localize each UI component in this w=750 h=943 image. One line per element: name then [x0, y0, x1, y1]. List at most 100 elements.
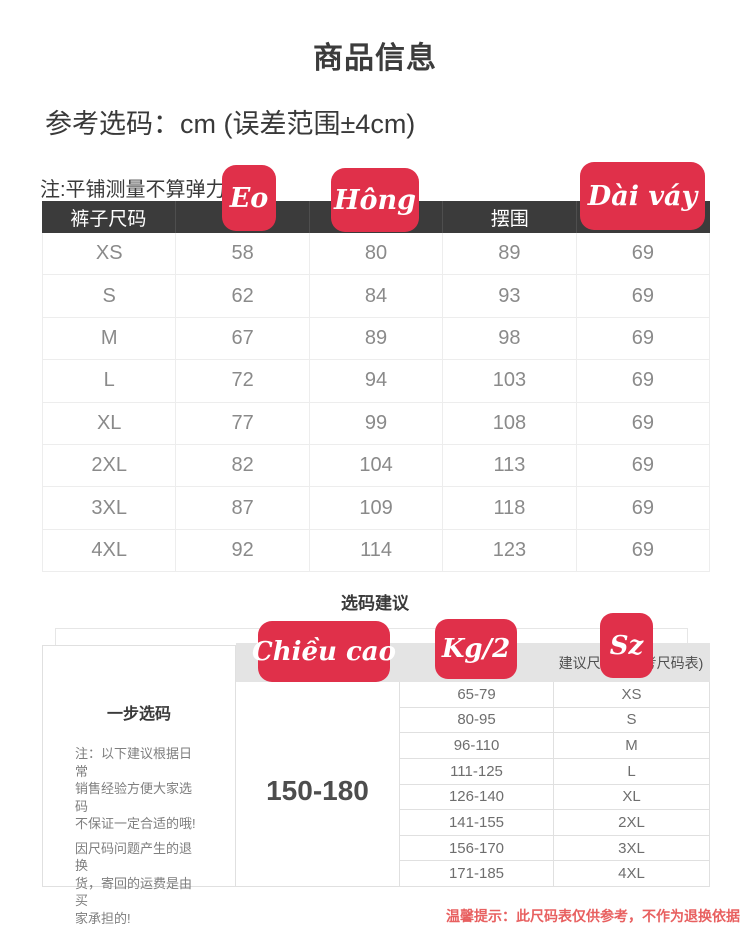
measurement-cell: 98: [442, 317, 575, 360]
measurement-cell: 109: [308, 487, 442, 529]
suggest-table-row: 80-95 S: [400, 707, 709, 734]
size-table-row: 3XL 87 109 118 69: [43, 487, 709, 530]
measurement-cell: 113: [442, 444, 575, 487]
suggest-table-row: 65-79 XS: [400, 682, 709, 708]
measurement-cell: 69: [575, 275, 709, 317]
measurement-cell: 62: [175, 275, 308, 317]
suggest-table-rows: 65-79 XS 80-95 S 96-110 M 111-125 L 126-140 XL 141…: [399, 682, 710, 886]
one-step-selection-panel: 一步选码 注：以下建议根据日常 销售经验方便大家选码 不保证一定合适的哦! 因尺…: [42, 645, 236, 926]
weight-range-cell: 156-170: [448, 839, 505, 857]
height-translation-badge: Chiều cao: [252, 621, 396, 682]
size-table-body: XS 58 80 89 69 S 62 84 93 69 M 67 89 98 69 L 72 94 103 69 XL…: [42, 233, 710, 573]
page-title: 商品信息: [313, 42, 437, 75]
note-line: 货，寄回的运费是由买: [75, 875, 193, 909]
measurement-cell: 69: [575, 444, 709, 487]
waist-translation-badge: Eo: [222, 165, 276, 231]
measurement-note: 注:平铺测量不算弹力: [40, 179, 226, 201]
column-header: 裤子尺码: [70, 208, 147, 230]
size-table-row: M 67 89 98 69: [43, 317, 709, 361]
size-table-row: XL 77 99 108 69: [43, 402, 709, 445]
measurement-cell: 87: [175, 487, 308, 529]
measurement-cell: 99: [308, 402, 442, 444]
weight-range-cell: 126-140: [448, 788, 505, 806]
measurement-cell: 118: [442, 487, 575, 529]
panel-return-paragraph: 因尺码问题产生的退换 货，寄回的运费是由买 家承担的!: [75, 840, 203, 928]
measurement-cell: 84: [308, 275, 442, 317]
measurement-cell: 89: [442, 233, 575, 275]
size-label-cell: S: [102, 284, 116, 307]
suggested-size-cell: 4XL: [553, 861, 709, 886]
measurement-cell: 82: [175, 444, 308, 487]
suggest-table-row: 126-140 XL: [400, 784, 709, 811]
column-header: 摆围: [442, 201, 576, 233]
column-header: [174, 201, 309, 233]
measurement-cell: 108: [442, 402, 575, 444]
column-header: [308, 201, 443, 233]
weight-translation-badge: Kg/2: [435, 619, 517, 679]
size-label-cell: XL: [96, 411, 122, 434]
skirt-length-translation-badge: Dài váy: [580, 162, 705, 230]
measurement-cell: 114: [308, 529, 442, 572]
measurement-cell: 92: [175, 529, 308, 572]
note-line: 销售经验方便大家选码: [75, 781, 193, 814]
measurement-cell: 69: [575, 317, 709, 360]
measurement-cell: 58: [175, 233, 308, 275]
weight-range-cell: 111-125: [450, 762, 503, 780]
measurement-cell: 77: [175, 402, 308, 444]
suggestion-table: 150-180 65-79 XS 80-95 S 96-110 M 111-125 L 126-…: [236, 682, 710, 887]
note-line: 家承担的!: [75, 910, 131, 926]
measurement-cell: 69: [575, 360, 709, 402]
panel-note-paragraph: 注：以下建议根据日常 销售经验方便大家选码 不保证一定合适的哦!: [75, 745, 203, 833]
note-line: 因尺码问题产生的退换: [75, 840, 193, 874]
suggest-table-row: 141-155 2XL: [400, 810, 709, 836]
size-table: 裤子尺码 摆围 XS 58 80 89 69 S 62 84 93 69 M 67 89 98 69 L 72 94…: [42, 201, 710, 573]
weight-range-cell: 171-185: [448, 865, 505, 883]
size-table-row: 2XL 82 104 113 69: [43, 444, 709, 488]
size-label-cell: L: [103, 369, 115, 392]
note-line: 不保证一定合适的哦!: [75, 816, 196, 831]
weight-range-cell: 96-110: [453, 737, 500, 755]
measurement-cell: 89: [308, 317, 442, 360]
suggested-size-cell: M: [553, 733, 709, 758]
measurement-cell: 93: [442, 275, 575, 317]
suggestion-section-title: 选码建议: [341, 594, 409, 613]
suggested-size-cell: L: [553, 758, 709, 784]
suggest-table-row: 111-125 L: [400, 758, 709, 785]
hip-translation-badge: Hông: [331, 168, 419, 232]
suggested-size-cell: XL: [553, 784, 709, 810]
suggested-size-cell: 3XL: [553, 835, 709, 861]
size-translation-badge: Sz: [600, 613, 653, 678]
measurement-cell: 123: [442, 529, 575, 572]
size-reference-subtitle: 参考选码：cm (误差范围±4cm): [45, 109, 416, 139]
size-label-cell: 2XL: [91, 454, 127, 477]
note-line: 注：以下建议根据日常: [75, 746, 193, 779]
height-range-cell: 150-180: [266, 775, 369, 806]
size-label-cell: 4XL: [91, 538, 127, 561]
size-table-row: XS 58 80 89 69: [43, 233, 709, 276]
measurement-cell: 104: [308, 444, 442, 487]
suggested-size-cell: XS: [553, 682, 709, 707]
column-header: [576, 201, 710, 233]
measurement-cell: 67: [175, 317, 308, 360]
weight-range-cell: 80-95: [457, 711, 496, 729]
size-label-cell: XS: [95, 242, 123, 265]
size-table-row: L 72 94 103 69: [43, 360, 709, 403]
suggested-size-cell: S: [553, 707, 709, 733]
size-table-row: S 62 84 93 69: [43, 275, 709, 318]
panel-title: 一步选码: [106, 706, 171, 723]
measurement-cell: 69: [575, 487, 709, 529]
weight-range-cell: 65-79: [457, 685, 496, 703]
size-label-cell: M: [100, 326, 118, 349]
suggested-size-cell: 2XL: [553, 810, 709, 835]
measurement-cell: 69: [575, 529, 709, 572]
suggest-table-row: 156-170 3XL: [400, 835, 709, 862]
disclaimer-note: 温馨提示：此尺码表仅供参考，不作为退换依据: [446, 908, 740, 924]
size-table-row: 4XL 92 114 123 69: [43, 529, 709, 572]
weight-range-cell: 141-155: [448, 813, 505, 831]
suggest-table-row: 96-110 M: [400, 733, 709, 759]
measurement-cell: 72: [175, 360, 308, 402]
measurement-cell: 80: [308, 233, 442, 275]
measurement-cell: 94: [308, 360, 442, 402]
size-label-cell: 3XL: [91, 496, 127, 519]
